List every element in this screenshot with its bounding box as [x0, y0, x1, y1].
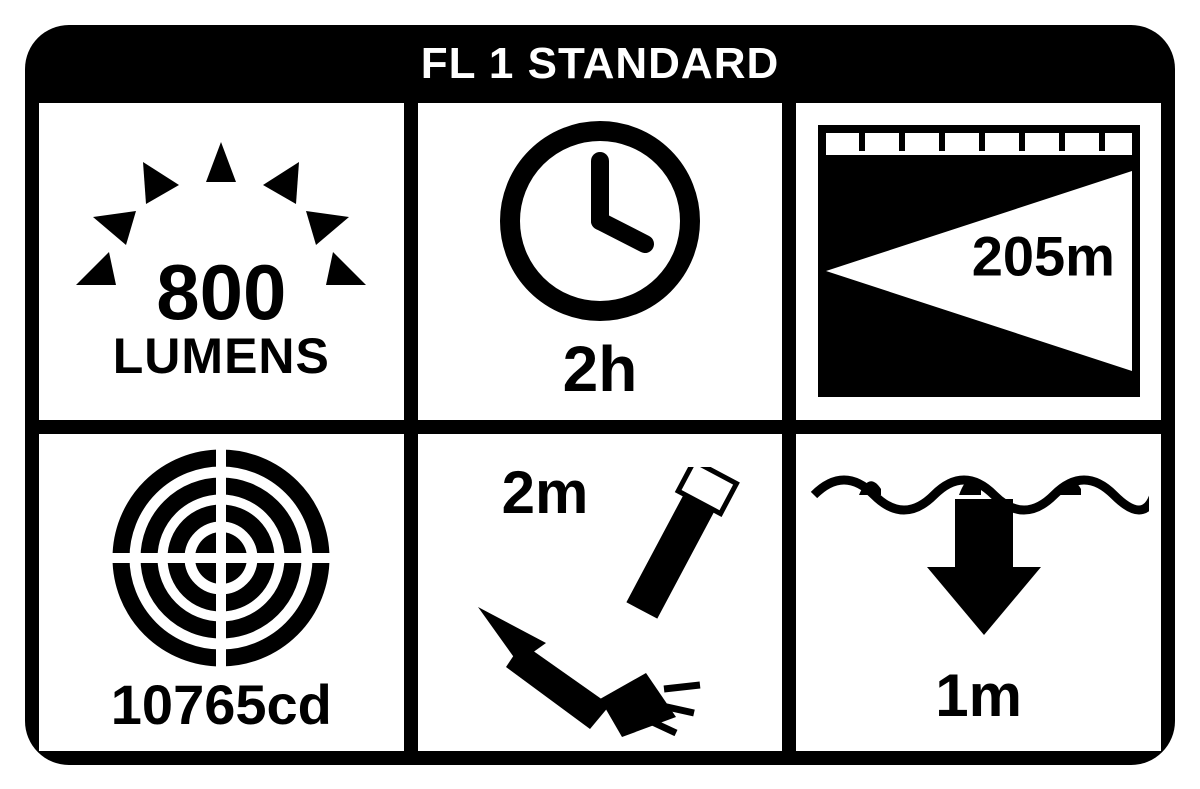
lumens-value: 800 — [156, 257, 286, 327]
fl1-panel: FL 1 STANDARD 800 LUMENS — [25, 25, 1175, 765]
spec-grid: 800 LUMENS 2h — [25, 103, 1175, 765]
water-value: 1m — [935, 661, 1022, 730]
cell-candela: 10765cd — [39, 434, 404, 751]
lumens-unit: LUMENS — [113, 327, 330, 385]
cell-impact: 2m — [418, 434, 783, 751]
cell-lumens: 800 LUMENS — [39, 103, 404, 420]
target-icon — [101, 448, 341, 668]
cell-distance: 205m — [796, 103, 1161, 420]
impact-value: 2m — [502, 458, 589, 527]
panel-title: FL 1 STANDARD — [25, 25, 1175, 103]
distance-value: 205m — [972, 223, 1115, 288]
runtime-value: 2h — [563, 332, 638, 406]
cell-water: 1m — [796, 434, 1161, 751]
candela-value: 10765cd — [111, 672, 332, 737]
clock-icon — [495, 116, 705, 326]
cell-runtime: 2h — [418, 103, 783, 420]
impact-icon — [450, 467, 750, 737]
water-icon — [809, 455, 1149, 655]
